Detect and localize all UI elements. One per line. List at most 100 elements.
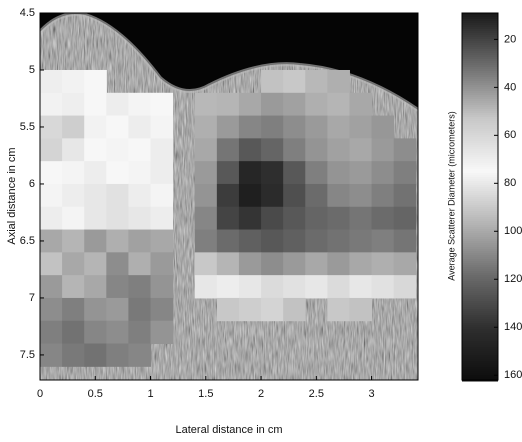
heatmap-cell [372,184,395,207]
heatmap-cell [283,138,306,161]
heatmap-cell [106,230,129,253]
heatmap-cell [217,275,240,298]
heatmap-cell [40,184,63,207]
heatmap-cell [151,93,174,116]
heatmap-cell [62,207,85,230]
heatmap-cell [261,298,284,321]
heatmap-cell [62,298,85,321]
heatmap-cell [349,93,372,116]
heatmap-cell [106,138,129,161]
heatmap-cell [40,275,63,298]
y-tick-label: 6.5 [20,235,35,247]
heatmap-cell [217,161,240,184]
colorbar-tick-label: 120 [504,273,522,285]
heatmap-cell [62,275,85,298]
heatmap-cell [283,298,306,321]
heatmap-cell [305,161,328,184]
heatmap-cell [372,138,395,161]
heatmap-cell [394,138,417,161]
heatmap-cell [305,138,328,161]
heatmap-cell [261,70,284,93]
heatmap-cell [195,252,218,275]
heatmap-cell [128,252,151,275]
heatmap-cell [349,275,372,298]
heatmap-cell [372,275,395,298]
x-tick-label: 2.5 [309,388,324,400]
heatmap-cell [40,252,63,275]
heatmap-cell [283,252,306,275]
heatmap-cell [261,252,284,275]
heatmap-cell [84,138,107,161]
heatmap-cell [239,275,262,298]
heatmap-cell [62,116,85,139]
heatmap-cell [283,161,306,184]
x-tick-label: 3 [369,388,375,400]
heatmap-cell [239,230,262,253]
heatmap-cell [283,116,306,139]
heatmap-cell [62,252,85,275]
heatmap-cell [261,275,284,298]
heatmap-cell [195,116,218,139]
heatmap-cell [195,275,218,298]
colorbar-tick-label: 160 [504,369,522,381]
heatmap-cell [372,252,395,275]
heatmap-cell [40,138,63,161]
colorbar-tick-label: 140 [504,321,522,333]
heatmap-cell [305,207,328,230]
heatmap-cell [327,230,350,253]
heatmap-cell [40,70,63,93]
colorbar-label: Average Scatterer Diameter (micrometers) [446,111,456,280]
heatmap-cell [62,138,85,161]
heatmap-cell [151,138,174,161]
y-tick-label: 6 [29,178,35,190]
heatmap-cell [305,275,328,298]
x-tick-label: 0.5 [88,388,103,400]
heatmap-cell [372,161,395,184]
heatmap-cell [349,298,372,321]
heatmap-cell [349,230,372,253]
heatmap-cell [327,298,350,321]
heatmap-cell [62,184,85,207]
page: Lateral distance in cm Axial distance in… [0,0,522,442]
heatmap-cell [40,207,63,230]
heatmap-cell [106,344,129,367]
heatmap-cell [195,161,218,184]
heatmap-cell [84,252,107,275]
heatmap-cell [239,138,262,161]
heatmap-cell [327,93,350,116]
heatmap-cell [261,161,284,184]
heatmap-cell [84,184,107,207]
heatmap-cell [84,161,107,184]
heatmap-cell [372,207,395,230]
y-tick-label: 4.5 [20,7,35,19]
heatmap-cell [151,321,174,344]
heatmap-cell [239,184,262,207]
heatmap-cell [151,252,174,275]
heatmap-cell [40,321,63,344]
heatmap-cell [62,321,85,344]
heatmap-cell [128,138,151,161]
heatmap-cell [394,230,417,253]
heatmap-cell [62,230,85,253]
heatmap-cell [217,93,240,116]
heatmap-cell [128,116,151,139]
heatmap-cell [239,298,262,321]
heatmap-cell [84,207,107,230]
heatmap-cell [349,252,372,275]
heatmap-cell [305,70,328,93]
heatmap-cell [84,116,107,139]
colorbar [462,13,498,382]
heatmap-cell [195,138,218,161]
heatmap-cell [62,70,85,93]
heatmap-cell [327,70,350,93]
heatmap-cell [305,252,328,275]
heatmap-cell [128,230,151,253]
heatmap-cell [40,298,63,321]
heatmap-cell [327,116,350,139]
heatmap-cell [84,93,107,116]
heatmap-cell [151,207,174,230]
heatmap-cell [349,184,372,207]
heatmap-cell [128,321,151,344]
heatmap-cell [239,116,262,139]
x-tick-label: 0 [37,388,43,400]
